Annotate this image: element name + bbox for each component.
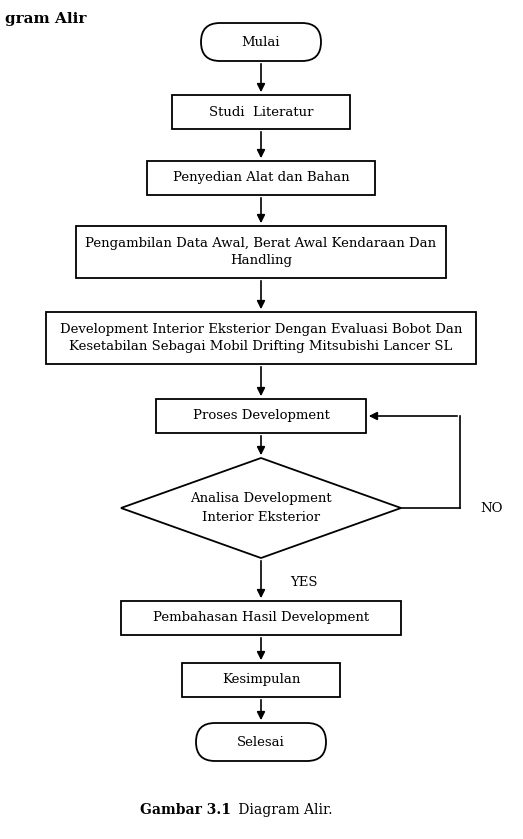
- Bar: [156, 399, 366, 433]
- Text: Studi  Literatur: Studi Literatur: [209, 106, 313, 118]
- Text: Penyedian Alat dan Bahan: Penyedian Alat dan Bahan: [173, 171, 349, 185]
- FancyBboxPatch shape: [201, 23, 321, 61]
- Text: NO: NO: [480, 502, 503, 514]
- Bar: [182, 663, 340, 697]
- Text: YES: YES: [290, 576, 317, 588]
- Bar: [46, 312, 476, 364]
- Polygon shape: [121, 458, 401, 558]
- Text: Mulai: Mulai: [242, 35, 280, 49]
- Text: Proses Development: Proses Development: [192, 409, 329, 423]
- Bar: [121, 601, 401, 635]
- Bar: [172, 95, 350, 129]
- Text: Gambar 3.1: Gambar 3.1: [141, 803, 232, 817]
- Text: Diagram Alir.: Diagram Alir.: [233, 803, 332, 817]
- Bar: [147, 161, 375, 195]
- FancyBboxPatch shape: [196, 723, 326, 761]
- Bar: [76, 226, 446, 278]
- Text: Kesimpulan: Kesimpulan: [222, 674, 300, 686]
- Text: Pengambilan Data Awal, Berat Awal Kendaraan Dan
Handling: Pengambilan Data Awal, Berat Awal Kendar…: [85, 237, 437, 267]
- Text: Analisa Development
Interior Eksterior: Analisa Development Interior Eksterior: [190, 492, 332, 524]
- Text: Selesai: Selesai: [237, 736, 285, 748]
- Text: Pembahasan Hasil Development: Pembahasan Hasil Development: [153, 612, 369, 624]
- Text: Development Interior Eksterior Dengan Evaluasi Bobot Dan
Kesetabilan Sebagai Mob: Development Interior Eksterior Dengan Ev…: [60, 323, 462, 353]
- Text: gram Alir: gram Alir: [5, 12, 86, 26]
